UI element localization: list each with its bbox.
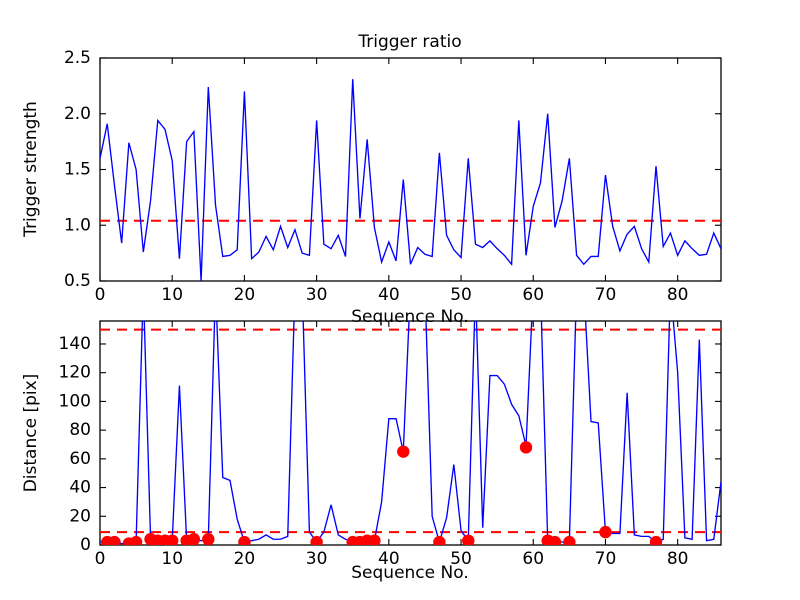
top-ytick-label: 0.5 [64,271,91,291]
bottom-yaxis-label: Distance [pix] [21,374,41,493]
top-xtick-label: 0 [95,285,106,305]
detected-point-marker [310,535,323,545]
bottom-xtick-label: 80 [667,549,689,569]
top-xtick-label: 40 [378,285,400,305]
detected-point-marker [462,534,475,545]
detected-point-marker [548,535,562,545]
axes-distance: 0 20 40 60 80 100 120 140 0 10 20 30 40 50 60 70 80 Sequ… [21,320,722,583]
bottom-axes-frame [99,320,722,546]
detected-point-marker [166,534,179,545]
bottom-xaxis-label: Sequence No. [351,563,468,583]
bottom-ytick-label: 100 [59,391,91,411]
top-xtick-label: 50 [450,285,472,305]
top-xtick-label: 70 [595,285,617,305]
chart-title-trigger-ratio: Trigger ratio [357,32,461,52]
bottom-xtick-label: 50 [450,549,472,569]
bottom-xtick-label: 60 [522,549,544,569]
detected-point-marker [129,535,143,545]
bottom-ytick-label: 40 [69,478,91,498]
detected-point-marker [187,533,201,545]
axes-trigger-ratio: Trigger ratio 0.5 1.0 1.5 2.0 2.5 0 10 20 30 40 50… [21,32,722,327]
detected-point-marker [202,533,215,545]
top-yaxis-label: Trigger strength [21,101,41,238]
top-xtick-label: 30 [306,285,328,305]
top-ytick-label: 1.5 [64,160,91,180]
top-xaxis-label: Sequence No. [351,307,468,327]
bottom-ytick-label: 0 [80,535,91,555]
bottom-ytick-label: 120 [59,363,91,383]
trigger-strength-line [100,79,721,281]
bottom-xtick-label: 10 [161,549,183,569]
bottom-data-group [100,321,721,545]
detected-point-marker [368,534,381,545]
top-xtick-label: 20 [234,285,256,305]
bottom-ytick-label: 20 [69,506,91,526]
detected-point-marker [108,535,121,545]
bottom-xtick-label: 70 [595,549,617,569]
top-data-group [100,79,721,281]
bottom-tick-label-group: 0 20 40 60 80 100 120 140 0 10 20 30 40 50 60 70 80 [59,334,689,569]
top-xtick-label: 80 [667,285,689,305]
top-tick-label-group: 0.5 1.0 1.5 2.0 2.5 0 10 20 30 40 50 60 70 80 [64,48,689,305]
bottom-ytick-label: 80 [69,420,91,440]
detected-point-markers [101,441,663,545]
detected-point-marker [563,535,576,545]
bottom-plot-border [99,320,722,546]
bottom-xtick-label: 30 [306,549,328,569]
top-ytick-label: 1.0 [64,215,91,235]
detected-point-marker [238,535,251,545]
detected-point-marker [433,535,446,545]
top-xtick-label: 10 [161,285,183,305]
bottom-xtick-label: 40 [378,549,400,569]
bottom-threshold-group [100,328,721,534]
bottom-xtick-label: 20 [234,549,256,569]
bottom-ytick-label: 60 [69,449,91,469]
detected-point-marker [599,525,612,539]
top-ytick-label: 2.5 [64,48,91,68]
top-xtick-label: 60 [522,285,544,305]
top-ytick-label: 2.0 [64,104,91,124]
bottom-ytick-label: 140 [59,334,91,354]
bottom-xtick-label: 0 [95,549,106,569]
detected-point-marker [519,441,533,454]
top-tick-group [99,57,721,282]
detected-point-marker [397,445,410,458]
detected-point-marker [649,535,663,545]
